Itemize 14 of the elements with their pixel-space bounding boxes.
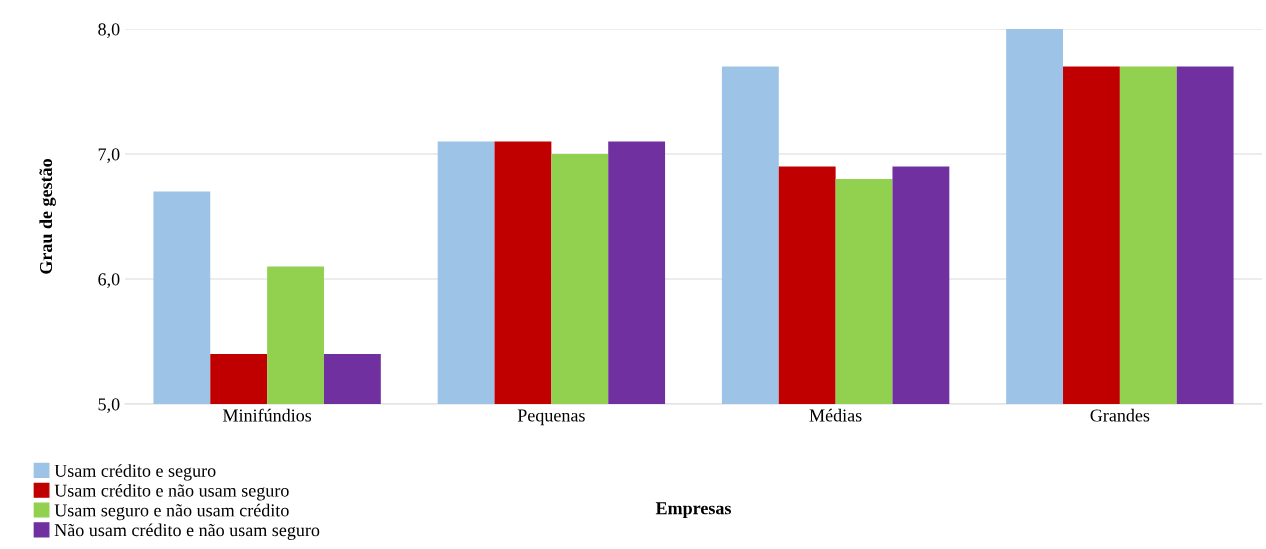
legend-label: Usam seguro e não usam crédito xyxy=(54,503,289,521)
x-tick-label: Médias xyxy=(809,408,862,422)
legend-label: Usam crédito e não usam seguro xyxy=(54,483,289,501)
legend-label: Não usam crédito e não usam seguro xyxy=(54,523,320,540)
legend-label: Usam crédito e seguro xyxy=(54,464,216,481)
y-tick-label: 6,0 xyxy=(98,273,120,289)
x-tick-label: Grandes xyxy=(1090,408,1150,422)
y-tick-label: 5,0 xyxy=(98,398,120,414)
y-axis-title: Grau de gestão xyxy=(39,159,56,274)
y-tick-label: 8,0 xyxy=(98,23,120,39)
y-tick-label: 7,0 xyxy=(98,148,120,164)
x-tick-label: Minifúndios xyxy=(223,408,312,422)
x-axis-title: Empresas xyxy=(655,502,732,518)
x-tick-label: Pequenas xyxy=(517,409,585,426)
